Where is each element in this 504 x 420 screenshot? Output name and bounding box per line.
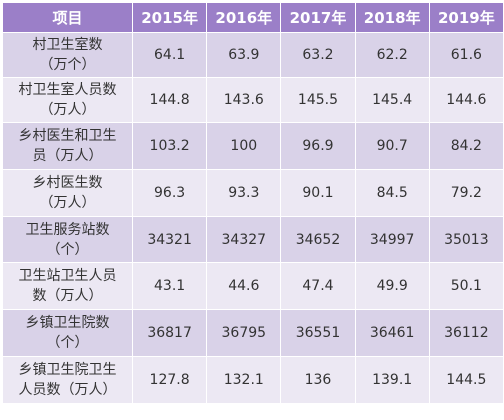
cell-2016: 36795 [206,309,282,357]
cell-2017: 90.1 [280,169,356,217]
cell-2015: 36817 [131,309,208,357]
header-2017: 2017年 [280,2,356,33]
table-row: 乡镇卫生院数 （个） 36817 36795 36551 36461 36112 [2,309,504,357]
table-row: 村卫生室数 （万个） 64.1 63.9 63.2 62.2 61.6 [2,32,504,78]
cell-2017: 36551 [280,309,356,357]
row-label-line: 数（万人） [32,288,103,304]
table-row: 乡村医生数 （万人） 96.3 93.3 90.1 84.5 79.2 [2,169,504,217]
row-label-line: 卫生服务站数 [25,221,110,238]
header-2015: 2015年 [131,2,208,33]
row-label: 村卫生室数 （万个） [2,32,133,78]
row-label-line: 员（万人） [32,148,103,164]
table-row: 村卫生室人员数 （万人） 144.8 143.6 145.5 145.4 144.… [2,77,504,123]
row-label-line: 乡村医生数 [32,175,103,191]
cell-2016: 93.3 [206,169,282,217]
row-label-line: （个） [46,241,89,258]
row-label-line: （万人） [39,102,96,118]
row-label-line: 卫生站卫生人员 [18,268,117,284]
header-2018: 2018年 [354,2,430,33]
cell-2016: 132.1 [206,356,282,404]
cell-2017: 47.4 [280,262,356,310]
cell-2015: 144.8 [131,77,208,123]
row-label-line: 乡镇卫生院卫生 [18,362,117,378]
row-label-line: 乡镇卫生院数 [25,315,110,331]
header-item: 项目 [2,2,133,33]
cell-2016: 63.9 [206,32,282,78]
row-label: 乡镇卫生院数 （个） [2,309,133,357]
cell-2018: 49.9 [354,262,430,310]
table-row: 乡镇卫生院卫生 人员数（万人） 127.8 132.1 136 139.1 144… [2,356,504,404]
cell-2018: 90.7 [354,122,430,170]
cell-2016: 34327 [206,216,282,263]
row-label: 乡村医生数 （万人） [2,169,133,217]
cell-2019: 61.6 [428,32,504,78]
cell-2018: 84.5 [354,169,430,217]
row-label-line: （万人） [39,195,96,211]
cell-2018: 36461 [354,309,430,357]
cell-2017: 34652 [280,216,356,263]
cell-2019: 35013 [428,216,504,263]
row-label: 卫生站卫生人员 数（万人） [2,262,133,310]
table-row: 卫生站卫生人员 数（万人） 43.1 44.6 47.4 49.9 50.1 [2,262,504,310]
header-row: 项目 2015年 2016年 2017年 2018年 2019年 [2,2,504,33]
health-stats-table: 项目 2015年 2016年 2017年 2018年 2019年 村卫生室数 （万… [2,2,504,404]
row-label: 卫生服务站数 （个） [2,216,133,263]
row-label-line: （个） [46,335,89,351]
cell-2017: 63.2 [280,32,356,78]
cell-2017: 96.9 [280,122,356,170]
cell-2015: 96.3 [131,169,208,217]
row-label: 乡村医生和卫生 员（万人） [2,122,133,170]
cell-2015: 127.8 [131,356,208,404]
table-row: 卫生服务站数 （个） 34321 34327 34652 34997 35013 [2,216,504,263]
cell-2019: 144.6 [428,77,504,123]
cell-2019: 144.5 [428,356,504,404]
cell-2015: 43.1 [131,262,208,310]
cell-2016: 44.6 [206,262,282,310]
cell-2019: 84.2 [428,122,504,170]
row-label-line: 村卫生室人员数 [18,82,117,98]
header-2019: 2019年 [428,2,504,33]
cell-2018: 145.4 [354,77,430,123]
cell-2018: 34997 [354,216,430,263]
cell-2015: 34321 [131,216,208,263]
row-label: 乡镇卫生院卫生 人员数（万人） [2,356,133,404]
cell-2016: 143.6 [206,77,282,123]
cell-2018: 139.1 [354,356,430,404]
cell-2015: 64.1 [131,32,208,78]
cell-2016: 100 [206,122,282,170]
cell-2019: 50.1 [428,262,504,310]
cell-2018: 62.2 [354,32,430,78]
cell-2019: 79.2 [428,169,504,217]
row-label-line: （万个） [39,57,96,73]
cell-2015: 103.2 [131,122,208,170]
row-label-line: 村卫生室数 [32,37,103,53]
row-label-line: 人员数（万人） [18,382,117,398]
cell-2017: 145.5 [280,77,356,123]
table-row: 乡村医生和卫生 员（万人） 103.2 100 96.9 90.7 84.2 [2,122,504,170]
cell-2019: 36112 [428,309,504,357]
row-label-line: 乡村医生和卫生 [18,128,117,144]
row-label: 村卫生室人员数 （万人） [2,77,133,123]
header-2016: 2016年 [206,2,282,33]
cell-2017: 136 [280,356,356,404]
